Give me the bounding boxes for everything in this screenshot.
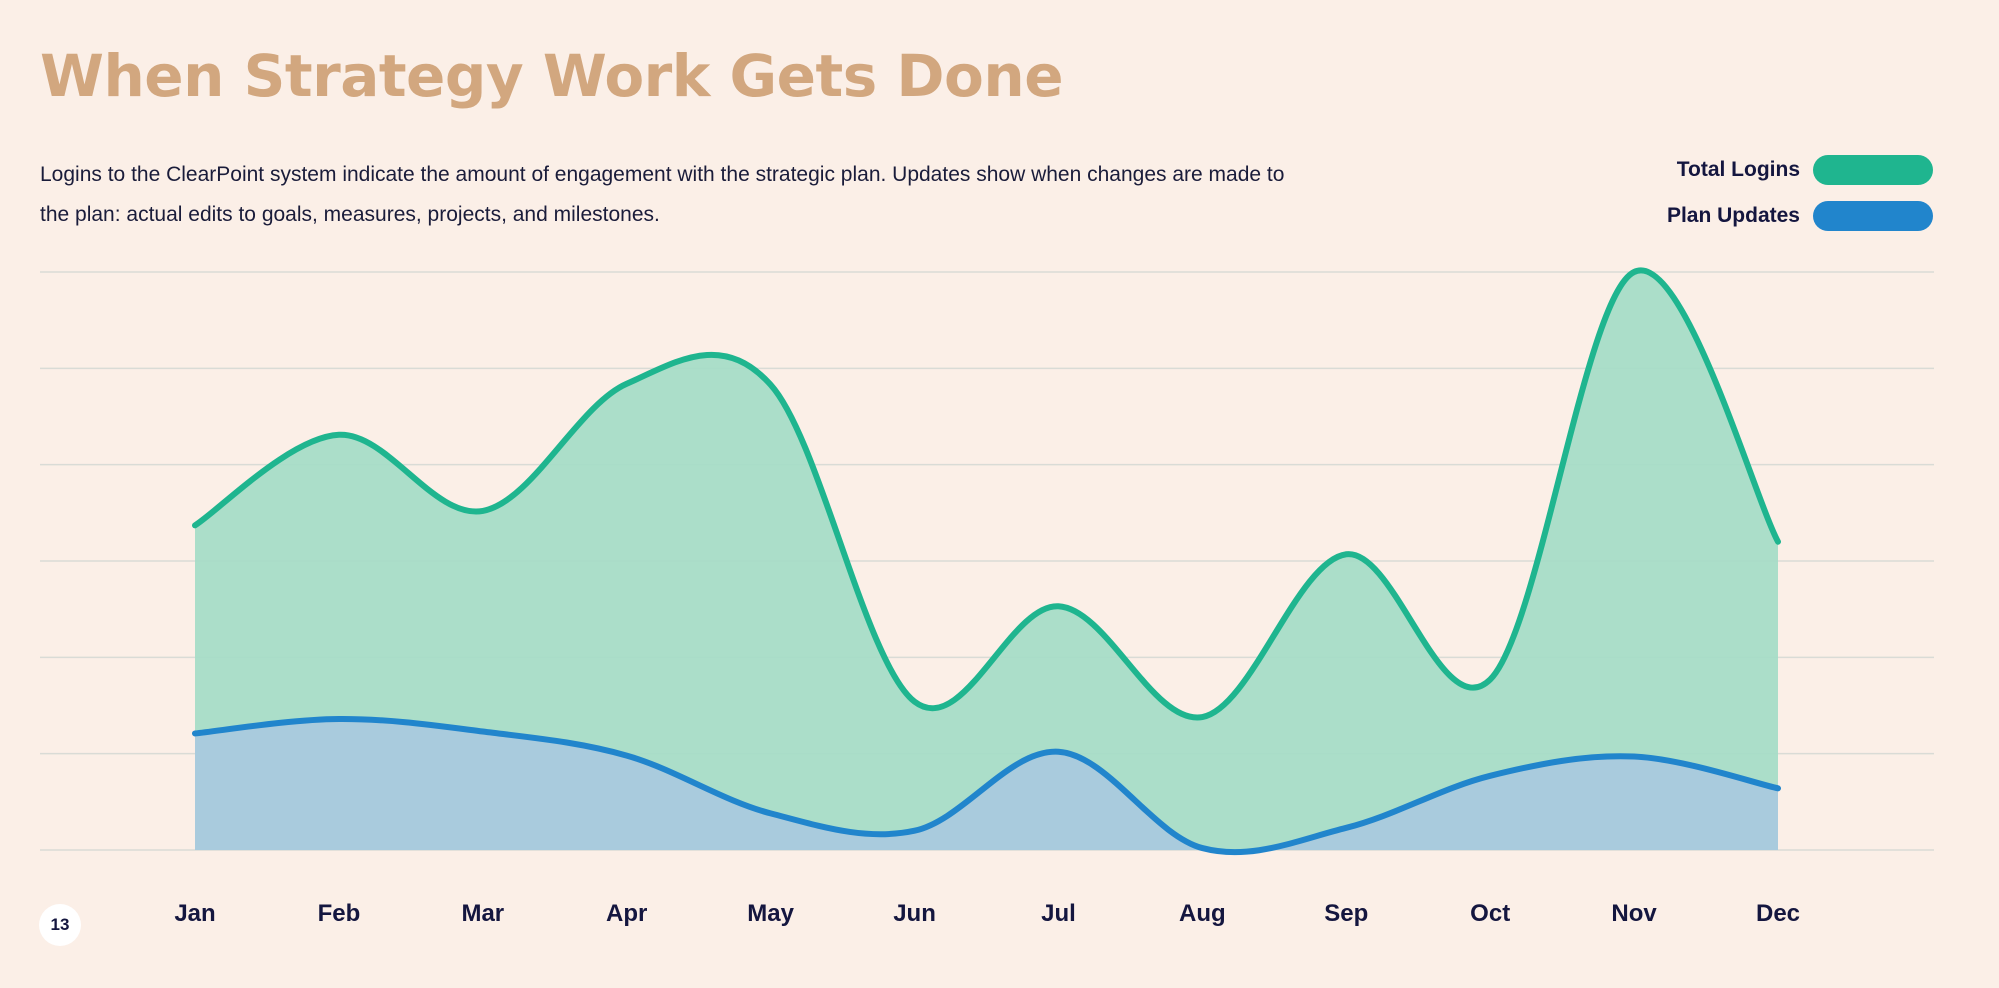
- legend-label-total-logins: Total Logins: [1676, 158, 1800, 181]
- x-tick-label: Oct: [1470, 900, 1510, 927]
- x-tick-label: Sep: [1324, 900, 1368, 927]
- slide-title: When Strategy Work Gets Done: [40, 42, 1064, 110]
- legend-swatch-total-logins: [1813, 155, 1933, 185]
- x-tick-label: May: [747, 900, 794, 927]
- legend-label-plan-updates: Plan Updates: [1666, 204, 1800, 227]
- legend-item-total-logins: Total Logins: [1667, 154, 1933, 186]
- total-logins-line: [192, 267, 1781, 721]
- x-tick-label: Jun: [893, 900, 936, 927]
- x-tick-label: Jan: [174, 900, 215, 927]
- chart-legend: Total Logins Plan Updates: [1667, 154, 1933, 246]
- x-tick-label: Aug: [1179, 900, 1226, 927]
- plan-updates-line: [192, 715, 1781, 856]
- x-axis-ticks: Jan Feb Mar Apr May Jun Jul Aug Sep Oct Nov Dec: [174, 900, 1800, 927]
- x-tick-label: Apr: [606, 900, 647, 927]
- x-tick-label: Dec: [1756, 900, 1800, 927]
- page-number: 13: [39, 904, 81, 946]
- x-tick-label: Feb: [318, 900, 361, 927]
- legend-swatch-plan-updates: [1813, 201, 1933, 231]
- slide-description: Logins to the ClearPoint system indicate…: [40, 163, 1285, 226]
- legend-item-plan-updates: Plan Updates: [1667, 200, 1933, 232]
- x-tick-label: Jul: [1041, 900, 1076, 927]
- series-areas: [192, 267, 1781, 856]
- x-tick-label: Mar: [461, 900, 504, 927]
- x-tick-label: Nov: [1611, 900, 1657, 927]
